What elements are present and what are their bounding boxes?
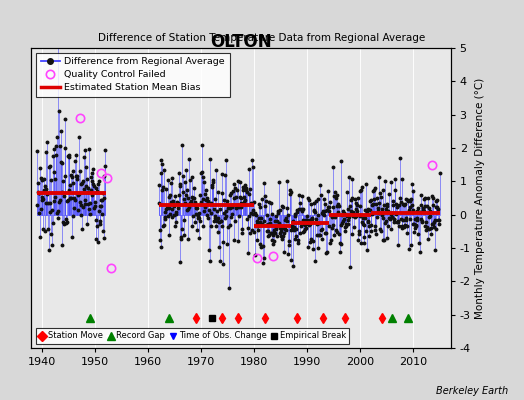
- Y-axis label: Monthly Temperature Anomaly Difference (°C): Monthly Temperature Anomaly Difference (…: [475, 77, 485, 319]
- Legend: Station Move, Record Gap, Time of Obs. Change, Empirical Break: Station Move, Record Gap, Time of Obs. C…: [36, 328, 350, 344]
- Text: Difference of Station Temperature Data from Regional Average: Difference of Station Temperature Data f…: [99, 33, 425, 43]
- Title: OLTON: OLTON: [210, 33, 272, 51]
- Text: Berkeley Earth: Berkeley Earth: [436, 386, 508, 396]
